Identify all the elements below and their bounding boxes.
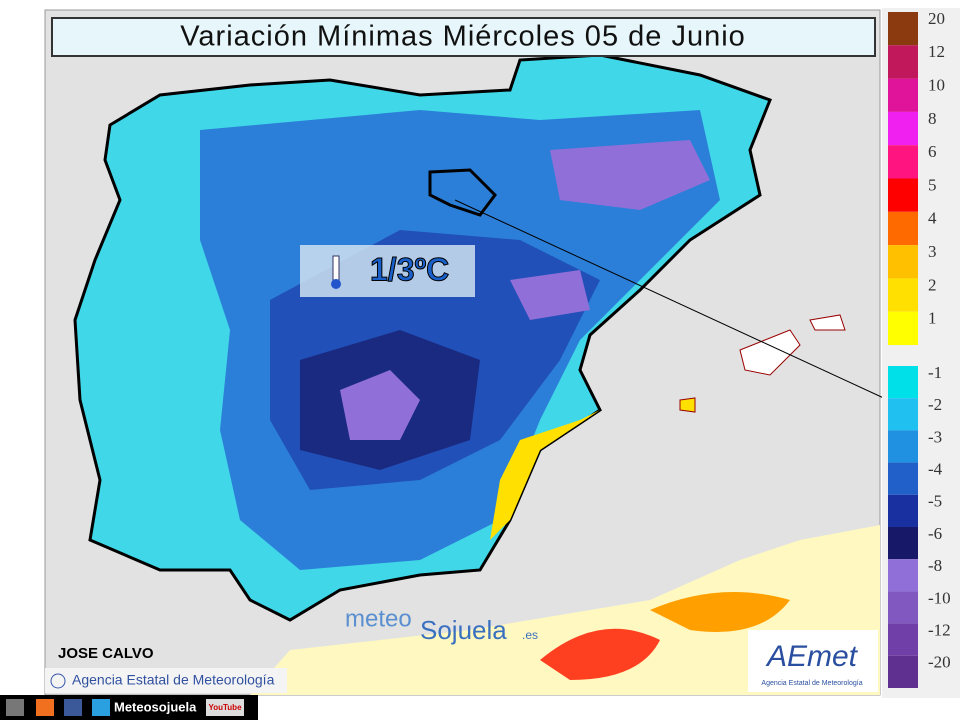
legend-swatch [888,655,918,688]
legend-label: 3 [928,242,937,261]
legend-swatch [888,78,918,112]
legend-label: -5 [928,492,942,511]
legend-swatch [888,398,918,431]
thermometer-icon [332,255,340,281]
legend-swatch [888,366,918,399]
legend-label: 20 [928,9,945,28]
legend-swatch [888,278,918,312]
copyright-icon [50,673,66,689]
strong-cooling-zone [340,370,420,440]
legend-label: -1 [928,363,942,382]
logo: AEmet [765,640,859,673]
thermometer-icon [331,279,341,289]
legend-label: -2 [928,395,942,414]
legend-label: 8 [928,109,937,128]
legend-swatch [888,462,918,495]
legend-label: -20 [928,653,951,672]
legend-label: -4 [928,460,943,479]
legend-label: -12 [928,621,951,640]
legend-label: 5 [928,175,937,194]
footer-site[interactable]: Meteosojuela [114,699,197,714]
legend-label: -10 [928,588,951,607]
legend-label: -3 [928,427,942,446]
legend-label: 6 [928,142,937,161]
legend-swatch [888,12,918,46]
annotation-label: 1/3ºC [370,251,449,287]
rioja-outline [428,168,497,217]
legend-swatch [888,494,918,527]
legend-label: -8 [928,556,942,575]
warming-zone [490,410,600,540]
legend-label: 4 [928,209,937,228]
legend-swatch [888,430,918,463]
strong-cooling-zone [510,270,590,320]
balearic-island [679,397,696,413]
watermark-text: Sojuela [420,615,507,645]
watermark-text: .es [522,628,538,642]
legend-swatch [888,45,918,79]
youtube-icon[interactable] [206,699,244,716]
instagram-icon[interactable] [6,699,24,716]
balearic-island [739,329,801,376]
balearic-island [809,314,846,331]
legend-label: 2 [928,275,937,294]
legend-swatch [888,145,918,179]
legend-swatch [888,527,918,560]
legend-swatch [888,245,918,279]
title-box [51,17,876,57]
logo-subtitle: Agencia Estatal de Meteorología [761,680,862,687]
legend-label: 10 [928,76,945,95]
agency-box [45,668,287,693]
pointer-line [454,199,889,401]
legend-swatch [888,211,918,246]
legend-swatch [888,559,918,592]
legend-swatch [888,311,918,345]
legend-label: 1 [928,309,937,328]
facebook-icon[interactable] [64,699,82,716]
legend-swatch [888,623,918,656]
legend-label: 12 [928,42,945,61]
legend-swatch [888,178,918,212]
blogger-icon[interactable] [36,699,54,716]
author: JOSE CALVO [58,645,154,662]
legend-swatch [888,591,918,624]
youtube-label[interactable]: YouTube [208,703,242,712]
africa-warm-zone [540,628,660,680]
title: Variación Mínimas Miércoles 05 de Junio [180,21,746,53]
twitter-icon[interactable] [92,699,110,716]
legend-label: -6 [928,524,942,543]
strong-cooling-zone [550,140,710,210]
legend-swatch [888,111,918,146]
africa-warm-zone [650,592,790,632]
agency: Agencia Estatal de Meteorología [72,672,275,688]
logo-box [748,630,878,692]
africa-land [250,525,880,695]
annotation-box [300,245,475,297]
watermark-text: meteo [345,605,412,632]
legend: 20 12 10 8 6 5 4 3 2 1 -1 -2 -3 -4 -5 -6 -8 -10 -12 -20 [882,8,960,698]
